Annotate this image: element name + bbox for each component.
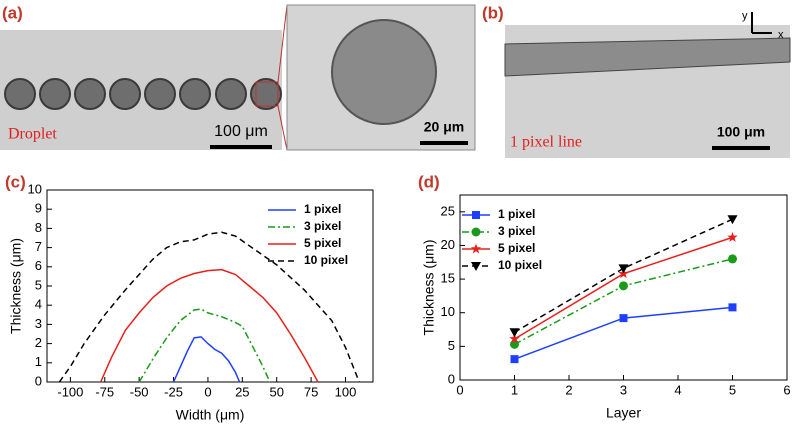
x-tick-label: 0 <box>204 384 211 399</box>
marker <box>470 243 482 254</box>
y-tick-label: 0 <box>448 371 455 386</box>
y-tick-label: 1 <box>35 354 42 369</box>
marker <box>728 254 737 264</box>
x-tick-label: 50 <box>269 384 283 399</box>
y-tick-label: 25 <box>441 203 455 218</box>
marker <box>509 333 520 344</box>
zoom-line <box>277 4 288 83</box>
y-tick-label: 4 <box>35 297 42 312</box>
legend-label: 10 pixel <box>304 253 348 267</box>
scale-bar-label: 100 μm <box>214 123 268 140</box>
y-tick-label: 7 <box>35 239 42 254</box>
series-line <box>172 336 241 383</box>
marker <box>472 211 480 219</box>
legend-label: 10 pixel <box>498 258 542 272</box>
y-tick-label: 9 <box>35 201 42 216</box>
x-tick-label: 0 <box>456 382 463 397</box>
caption: 1 pixel line <box>510 134 582 151</box>
y-axis-label: Thickness (μm) <box>421 240 437 336</box>
marker <box>728 303 737 312</box>
y-tick-label: 6 <box>35 258 42 273</box>
y-tick-label: 2 <box>35 335 42 350</box>
axis-icon-label: y <box>742 10 748 22</box>
y-tick-label: 10 <box>441 304 455 319</box>
marker <box>471 262 481 271</box>
marker <box>619 281 628 291</box>
zoom-line <box>277 105 288 151</box>
y-tick-label: 0 <box>35 373 42 388</box>
scale-bar-label: 100 μm <box>717 124 765 140</box>
legend-label: 3 pixel <box>304 219 341 233</box>
caption: Droplet <box>8 126 57 143</box>
x-tick-label: -50 <box>130 384 149 399</box>
marker <box>510 355 519 364</box>
scale-bar-label: 20 μm <box>424 119 464 135</box>
panel-label: (b) <box>482 3 504 22</box>
y-tick-label: 3 <box>35 316 42 331</box>
x-tick-label: 25 <box>235 384 249 399</box>
series-line <box>58 231 360 383</box>
x-tick-label: -75 <box>95 384 114 399</box>
series-line <box>138 308 271 383</box>
legend-label: 1 pixel <box>498 207 535 221</box>
x-tick-label: 4 <box>674 382 681 397</box>
panel-label: (d) <box>418 172 440 191</box>
marker <box>471 227 481 237</box>
panel-label: (c) <box>5 172 26 191</box>
panel-label: (a) <box>2 3 23 22</box>
axis-icon-label: x <box>778 29 784 41</box>
x-tick-label: 2 <box>565 382 572 397</box>
x-tick-label: 5 <box>729 382 736 397</box>
x-tick-label: 100 <box>335 384 357 399</box>
x-axis-label: Layer <box>606 405 641 421</box>
marker <box>510 339 519 349</box>
legend-label: 5 pixel <box>304 236 341 250</box>
printed-line <box>504 37 791 77</box>
legend-label: 1 pixel <box>304 202 341 216</box>
y-tick-label: 15 <box>441 271 455 286</box>
marker <box>509 328 520 338</box>
y-tick-label: 20 <box>441 237 455 252</box>
marker <box>619 314 628 323</box>
y-tick-label: 8 <box>35 220 42 235</box>
legend-label: 5 pixel <box>498 241 535 255</box>
marker <box>727 215 738 225</box>
marker <box>618 264 629 274</box>
y-tick-label: 10 <box>28 181 42 196</box>
series-line <box>514 218 733 333</box>
legend-label: 3 pixel <box>498 224 535 238</box>
droplet-zoom <box>331 19 437 125</box>
x-tick-label: 75 <box>304 384 318 399</box>
zoom-box <box>255 81 279 107</box>
droplets <box>4 78 282 110</box>
x-tick-label: -25 <box>164 384 183 399</box>
series-line <box>99 268 319 383</box>
x-tick-label: 1 <box>511 382 518 397</box>
marker <box>727 231 738 242</box>
y-tick-label: 5 <box>448 338 455 353</box>
y-tick-label: 5 <box>35 277 42 292</box>
x-axis-label: Width (μm) <box>176 407 245 423</box>
y-axis-label: Thickness (μm) <box>8 238 24 334</box>
x-tick-label: 6 <box>783 382 790 397</box>
x-tick-label: -100 <box>57 384 83 399</box>
axes-icon <box>751 12 772 34</box>
x-tick-label: 3 <box>620 382 627 397</box>
